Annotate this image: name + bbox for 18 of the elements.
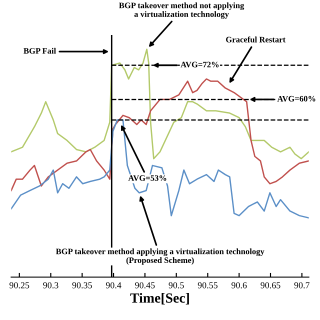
x-tick-label: 90.7 xyxy=(294,282,310,288)
x-tick-label: 90.5 xyxy=(168,282,184,288)
annotation: BGP takeover method not applying a virtualization technology xyxy=(119,2,244,19)
x-tick-label: 90.35 xyxy=(72,282,92,288)
x-axis-title: Time[Sec] xyxy=(130,292,189,304)
annotation: AVG=53% xyxy=(128,175,166,181)
x-tick-label: 90.3 xyxy=(43,282,58,288)
x-tick-label: 90.6 xyxy=(232,282,247,288)
annotation: AVG=72% xyxy=(180,62,219,68)
annotation: BGP takeover method applying a virtualization technology (Proposed Scheme) xyxy=(56,248,264,265)
x-tick-label: 90.25 xyxy=(9,282,30,288)
x-tick-label: 90.4 xyxy=(106,282,122,288)
annotation: AVG=60% xyxy=(277,96,316,102)
x-tick-label: 90.55 xyxy=(198,282,218,288)
annotation: Graceful Restart xyxy=(226,36,286,42)
x-tick-label: 90.65 xyxy=(260,282,280,288)
annotation: BGP Fail xyxy=(24,48,56,54)
x-tick-label: 90.45 xyxy=(135,282,155,288)
